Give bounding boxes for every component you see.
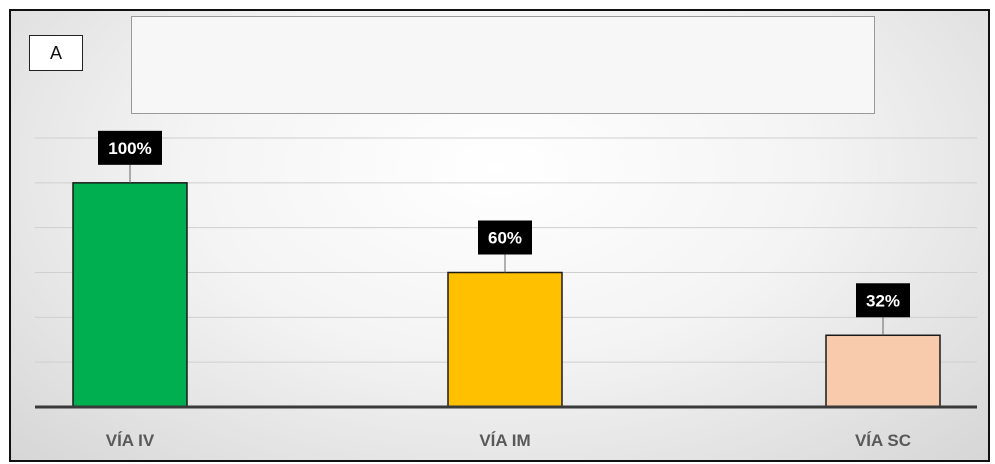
bar [825,334,941,408]
x-tick-label: VÍA IV [106,431,155,450]
bar [72,182,188,408]
data-label-box [856,283,910,318]
data-label: 60% [488,229,522,248]
panel-label: A [29,35,83,71]
data-label-box [478,220,532,255]
x-tick-label: VÍA SC [855,431,911,450]
data-label: 100% [108,139,151,158]
bar-chart: 100% VÍA IV 60% VÍA IM 32% VÍA SC [35,130,977,450]
chart-frame: A 100% VÍA IV 60% VÍA IM 32% VÍA SC [9,9,990,462]
empty-title-box [131,16,875,114]
data-label-box [98,130,162,165]
data-label: 32% [866,291,900,310]
x-tick-label: VÍA IM [479,431,530,450]
bar [447,271,563,408]
